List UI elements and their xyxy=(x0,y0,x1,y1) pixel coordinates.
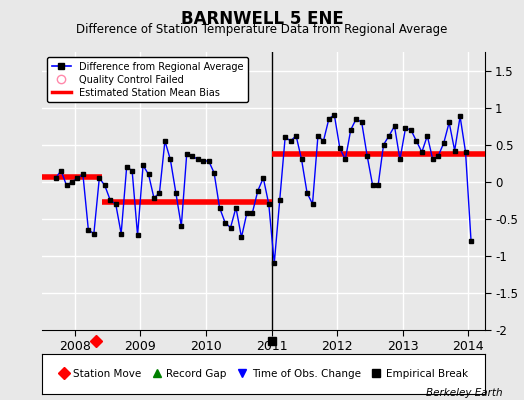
Text: Difference of Station Temperature Data from Regional Average: Difference of Station Temperature Data f… xyxy=(77,23,447,36)
Text: Berkeley Earth: Berkeley Earth xyxy=(427,388,503,398)
Legend: Station Move, Record Gap, Time of Obs. Change, Empirical Break: Station Move, Record Gap, Time of Obs. C… xyxy=(56,366,471,382)
Text: BARNWELL 5 ENE: BARNWELL 5 ENE xyxy=(181,10,343,28)
Legend: Difference from Regional Average, Quality Control Failed, Estimated Station Mean: Difference from Regional Average, Qualit… xyxy=(47,57,248,102)
